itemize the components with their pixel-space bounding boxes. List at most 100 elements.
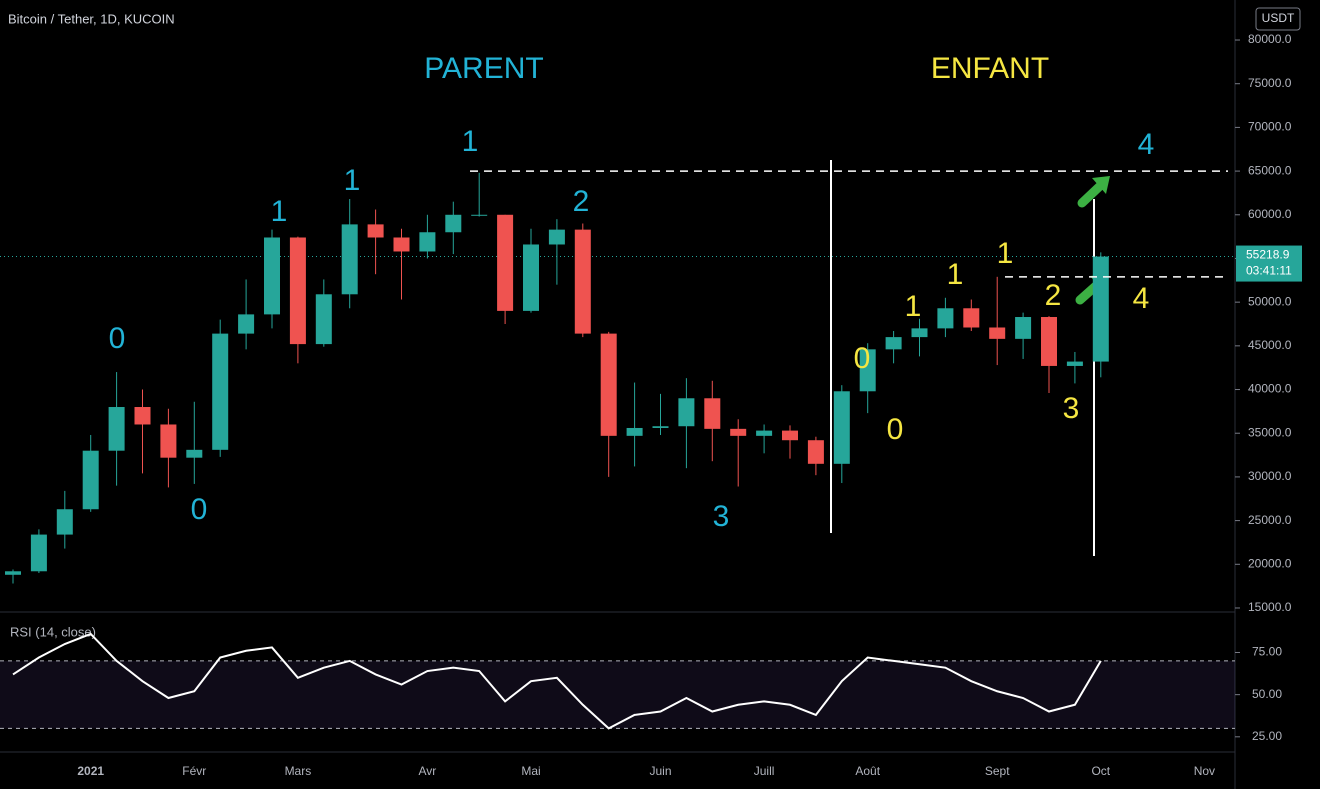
annotation: 1 bbox=[344, 164, 361, 197]
x-tick-label: Oct bbox=[1091, 764, 1110, 778]
x-tick-label: Juill bbox=[754, 764, 775, 778]
x-tick-label: Mai bbox=[521, 764, 540, 778]
candle-body bbox=[186, 449, 203, 458]
candle-body bbox=[1092, 256, 1109, 362]
annotation: 4 bbox=[1133, 282, 1150, 315]
candle-body bbox=[134, 407, 151, 425]
annotation: 1 bbox=[947, 258, 964, 291]
candle-body bbox=[30, 534, 47, 572]
last-price-label: 55218.9 bbox=[1246, 248, 1290, 262]
y-tick-label: 75.00 bbox=[1252, 645, 1282, 659]
chart-title: Bitcoin / Tether, 1D, KUCOIN bbox=[8, 11, 175, 26]
annotation: 4 bbox=[1138, 128, 1155, 161]
x-tick-label: 2021 bbox=[77, 764, 104, 778]
candle-body bbox=[419, 232, 436, 252]
y-tick-label: 45000.0 bbox=[1248, 338, 1292, 352]
candle-body bbox=[212, 333, 229, 450]
candle-body bbox=[704, 398, 721, 429]
y-tick-label: 30000.0 bbox=[1248, 469, 1292, 483]
unit-box bbox=[1255, 7, 1301, 31]
x-tick-label: Mars bbox=[285, 764, 312, 778]
annotation: 0 bbox=[887, 413, 904, 446]
arrow-head bbox=[1092, 176, 1110, 194]
candle-body bbox=[367, 224, 384, 238]
candle-body bbox=[963, 308, 980, 328]
y-tick-label: 75000.0 bbox=[1248, 76, 1292, 90]
countdown-label: 03:41:11 bbox=[1246, 264, 1292, 278]
annotation: 0 bbox=[854, 342, 871, 375]
price-badge bbox=[1236, 245, 1302, 282]
candle-body bbox=[1015, 317, 1032, 339]
y-tick-label: 50.00 bbox=[1252, 687, 1282, 701]
candle-body bbox=[497, 214, 514, 311]
candle-body bbox=[82, 450, 99, 510]
candle-body bbox=[445, 214, 462, 233]
y-tick-label: 50000.0 bbox=[1248, 294, 1292, 308]
candle-body bbox=[1041, 317, 1057, 366]
candle-body bbox=[807, 440, 824, 464]
y-tick-label: 70000.0 bbox=[1248, 120, 1292, 134]
candle-body bbox=[160, 424, 177, 458]
candle-body bbox=[108, 407, 125, 451]
candle-body bbox=[471, 214, 488, 216]
x-tick-label: Sept bbox=[985, 764, 1010, 778]
candle-body bbox=[756, 430, 773, 436]
arrow bbox=[1077, 181, 1105, 208]
x-tick-label: Avr bbox=[419, 764, 437, 778]
annotation: ENFANT bbox=[931, 52, 1049, 85]
candle-body bbox=[885, 337, 902, 350]
rsi-band bbox=[0, 660, 1235, 729]
candle-body bbox=[264, 237, 280, 315]
annotation: 1 bbox=[271, 195, 288, 228]
candle-body bbox=[523, 244, 539, 311]
candle-body bbox=[730, 428, 747, 436]
candle-body bbox=[341, 224, 358, 295]
candle-body bbox=[238, 314, 255, 334]
annotation: 0 bbox=[191, 493, 208, 526]
candle-body bbox=[1066, 361, 1083, 366]
candle-body bbox=[5, 571, 21, 575]
annotation: 3 bbox=[713, 500, 730, 533]
y-tick-label: 35000.0 bbox=[1248, 425, 1292, 439]
y-tick-label: 25000.0 bbox=[1248, 513, 1292, 527]
annotation: 3 bbox=[1063, 392, 1080, 425]
annotation: 1 bbox=[905, 290, 922, 323]
candle-body bbox=[626, 427, 643, 436]
y-tick-label: 20000.0 bbox=[1248, 556, 1292, 570]
candle-body bbox=[289, 237, 306, 345]
candle-body bbox=[782, 430, 798, 441]
annotation: 1 bbox=[997, 237, 1014, 270]
candle-body bbox=[833, 391, 850, 464]
y-tick-label: 25.00 bbox=[1252, 729, 1282, 743]
candle-body bbox=[574, 229, 591, 334]
candle-body bbox=[548, 229, 565, 245]
annotation: PARENT bbox=[424, 52, 543, 85]
x-tick-label: Nov bbox=[1194, 764, 1215, 778]
annotation: 2 bbox=[573, 185, 590, 218]
candle-body bbox=[937, 308, 954, 329]
y-tick-label: 15000.0 bbox=[1248, 600, 1292, 614]
candle-body bbox=[315, 294, 332, 345]
candle-body bbox=[989, 327, 1006, 339]
y-tick-label: 80000.0 bbox=[1248, 32, 1292, 46]
candle-body bbox=[393, 237, 410, 252]
y-tick-label: 40000.0 bbox=[1248, 382, 1292, 396]
annotation: 1 bbox=[462, 125, 479, 158]
candle-body bbox=[652, 426, 669, 428]
y-tick-label: 65000.0 bbox=[1248, 163, 1292, 177]
candle-body bbox=[678, 398, 695, 427]
annotation: 2 bbox=[1045, 279, 1062, 312]
candle-body bbox=[911, 328, 928, 338]
x-tick-label: Juin bbox=[649, 764, 671, 778]
x-tick-label: Août bbox=[855, 764, 880, 778]
x-tick-label: Févr bbox=[182, 764, 206, 778]
candle-body bbox=[56, 509, 73, 535]
annotation: 0 bbox=[109, 322, 126, 355]
y-tick-label: 60000.0 bbox=[1248, 207, 1292, 221]
rsi-line bbox=[12, 632, 1102, 730]
candle-body bbox=[859, 349, 876, 392]
candle-body bbox=[600, 333, 617, 436]
rsi-title: RSI (14, close) bbox=[10, 624, 96, 639]
axis-unit: USDT bbox=[1262, 11, 1295, 25]
